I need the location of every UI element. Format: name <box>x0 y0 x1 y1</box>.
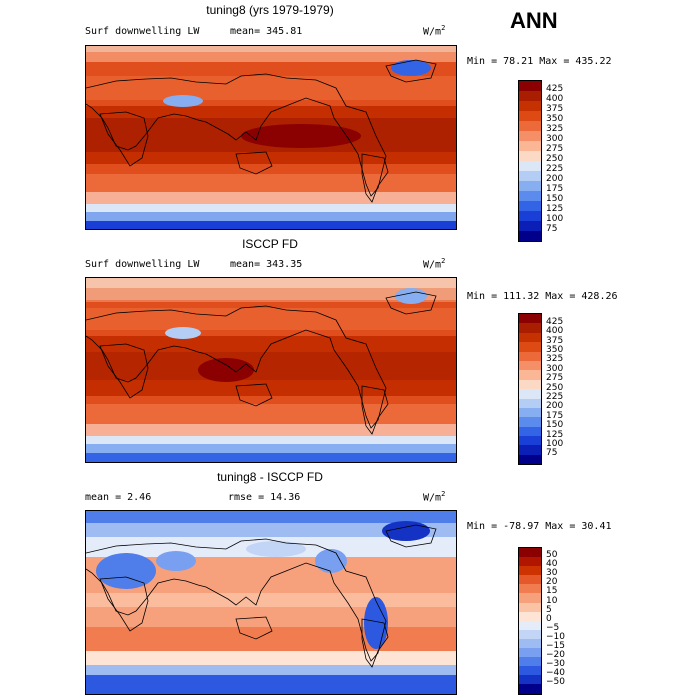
colorbar-tick-label: 100 <box>546 214 564 224</box>
panel-2-title: ISCCP FD <box>242 237 298 251</box>
panel-1-mean: mean= 345.81 <box>230 26 303 37</box>
panel-3-map <box>85 510 457 695</box>
panel-3-units: W/m2 <box>423 490 446 504</box>
colorbar-tick-label: 100 <box>546 439 564 449</box>
colorbar-tick-label: 200 <box>546 401 564 411</box>
colorbar-tick-label: 5 <box>546 605 552 615</box>
colorbar-tick-label: 400 <box>546 94 564 104</box>
colorbar-tick-label: 350 <box>546 114 564 124</box>
colorbar-tick-label: 40 <box>546 559 558 569</box>
panel-1-map <box>85 45 457 230</box>
panel-3-minmax: Min = -78.97 Max = 30.41 <box>467 521 612 532</box>
colorbar-tick-label: 50 <box>546 550 558 560</box>
panel-3-colorbar <box>518 547 542 695</box>
colorbar-tick-label: 15 <box>546 586 558 596</box>
panel-2-units: W/m2 <box>423 257 446 271</box>
colorbar-tick-label: 350 <box>546 345 564 355</box>
colorbar-tick-label: 300 <box>546 364 564 374</box>
coastline <box>86 538 387 662</box>
colorbar-tick-label: 125 <box>546 204 564 214</box>
panel-2-variable: Surf downwelling LW <box>85 259 200 270</box>
colorbar-tick-label: −40 <box>546 668 565 678</box>
colorbar-tick-label: −5 <box>546 623 560 633</box>
panel-1-units: W/m2 <box>423 24 446 38</box>
colorbar-tick-label: 225 <box>546 392 564 402</box>
colorbar-tick-label: −50 <box>546 677 565 687</box>
colorbar-tick-label: 250 <box>546 154 564 164</box>
panel-1-colorbar <box>518 80 542 242</box>
colorbar-tick-label: 300 <box>546 134 564 144</box>
panel-1-minmax: Min = 78.21 Max = 435.22 <box>467 56 612 67</box>
panel-2-minmax: Min = 111.32 Max = 428.26 <box>467 291 618 302</box>
panel-2-colorbar <box>518 313 542 466</box>
colorbar-tick-label: 275 <box>546 373 564 383</box>
panel-2-mean: mean= 343.35 <box>230 259 303 270</box>
panel-3-rmse: rmse = 14.36 <box>228 492 301 503</box>
panel-3-mean: mean = 2.46 <box>85 492 152 503</box>
colorbar-tick-label: 200 <box>546 174 564 184</box>
colorbar-tick-label: 325 <box>546 124 564 134</box>
colorbar-tick-label: 175 <box>546 184 564 194</box>
colorbar-tick-label: 425 <box>546 317 564 327</box>
colorbar-tick-label: 425 <box>546 84 564 94</box>
colorbar-tick-label: 30 <box>546 568 558 578</box>
colorbar-tick-label: 375 <box>546 336 564 346</box>
colorbar-tick-label: 10 <box>546 596 558 606</box>
colorbar-tick-label: 175 <box>546 411 564 421</box>
colorbar-tick-label: 125 <box>546 430 564 440</box>
panel-3-title: tuning8 - ISCCP FD <box>217 470 323 484</box>
colorbar-tick-label: 325 <box>546 354 564 364</box>
colorbar-tick-label: 75 <box>546 224 558 234</box>
colorbar-tick-label: 250 <box>546 383 564 393</box>
panel-1-title: tuning8 (yrs 1979-1979) <box>206 3 334 17</box>
coastline <box>86 73 387 197</box>
colorbar-tick-label: −30 <box>546 659 565 669</box>
coastline <box>86 305 387 429</box>
colorbar-tick-label: 0 <box>546 614 552 624</box>
colorbar-tick-label: −20 <box>546 650 565 660</box>
colorbar-tick-label: 225 <box>546 164 564 174</box>
panel-2-map <box>85 277 457 463</box>
colorbar-tick-label: 375 <box>546 104 564 114</box>
season-label: ANN <box>510 8 558 33</box>
colorbar-tick-label: 20 <box>546 577 558 587</box>
colorbar-tick-label: 150 <box>546 194 564 204</box>
colorbar-tick-label: −15 <box>546 641 565 651</box>
colorbar-tick-label: −10 <box>546 632 565 642</box>
panel-1-variable: Surf downwelling LW <box>85 26 200 37</box>
colorbar-tick-label: 275 <box>546 144 564 154</box>
colorbar-tick-label: 400 <box>546 326 564 336</box>
colorbar-tick-label: 150 <box>546 420 564 430</box>
colorbar-tick-label: 75 <box>546 448 558 458</box>
